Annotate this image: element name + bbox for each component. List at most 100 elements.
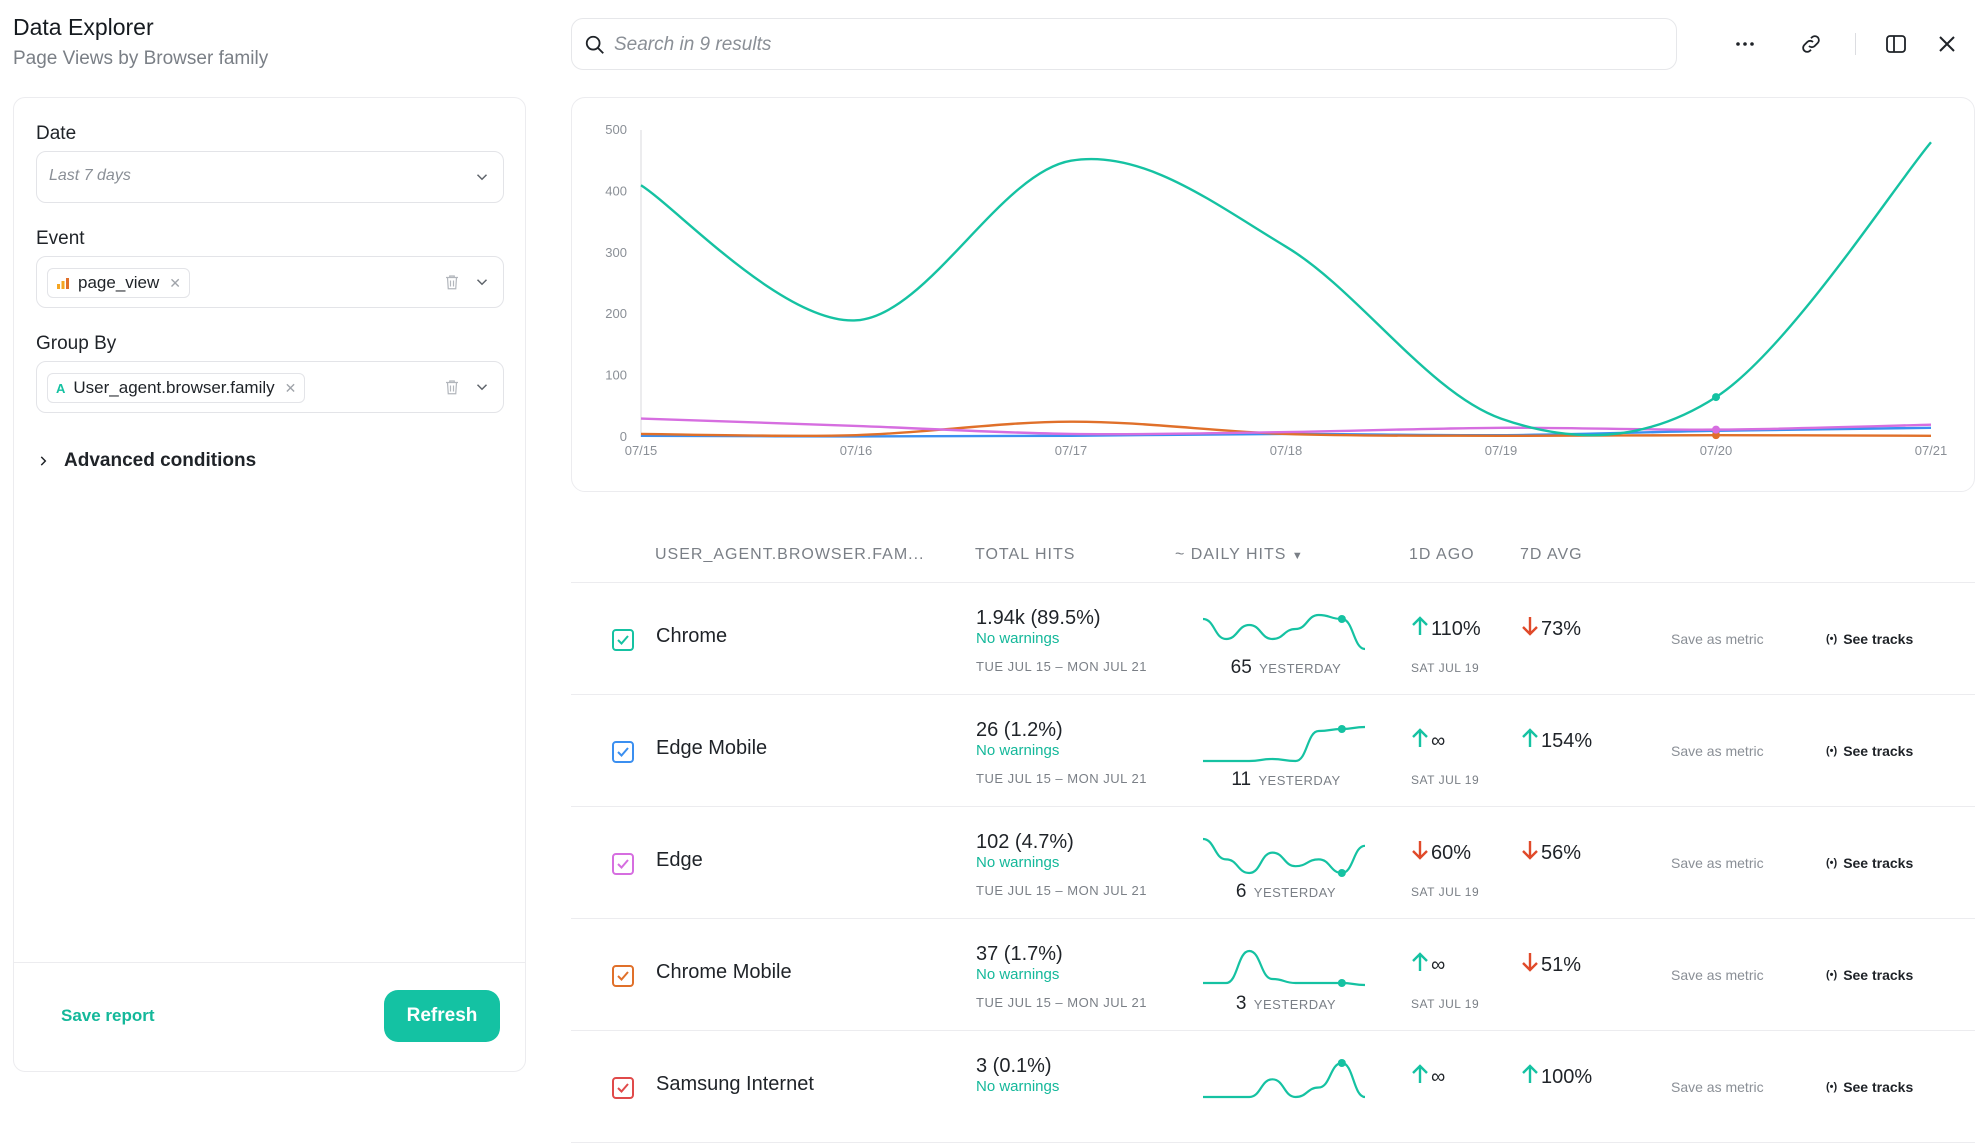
date-select[interactable]: Last 7 days — [36, 151, 504, 203]
table-row[interactable]: Edge 102 (4.7%) No warnings TUE JUL 15 – MO… — [571, 807, 1975, 919]
yesterday-label: YESTERDAY — [1253, 997, 1337, 1012]
refresh-button[interactable]: Refresh — [384, 990, 500, 1042]
search-input[interactable]: Search in 9 results — [571, 18, 1677, 70]
sparkline-path — [1203, 1061, 1366, 1099]
yesterday-hits: 65 YESTERDAY — [1191, 657, 1381, 679]
browser-name: Chrome Mobile — [656, 961, 792, 983]
remove-chip-icon[interactable]: ✕ — [284, 379, 297, 396]
compare-date: SAT JUL 19 — [1411, 997, 1480, 1011]
delta-7d-avg: 154% — [1521, 727, 1592, 755]
search-icon — [585, 35, 604, 54]
sparkline[interactable] — [1199, 831, 1369, 879]
browser-name: Chrome — [656, 625, 728, 647]
x-tick-label: 07/20 — [1700, 443, 1733, 458]
y-tick-label: 100 — [605, 368, 627, 383]
row-checkbox[interactable] — [612, 741, 634, 763]
date-range: TUE JUL 15 – MON JUL 21 — [976, 883, 1147, 898]
yesterday-value: 6 — [1235, 881, 1247, 902]
table-row[interactable]: Samsung Internet 3 (0.1%) No warnings ∞ 100… — [571, 1031, 1975, 1143]
tracks-icon: (•) — [1826, 633, 1838, 645]
save-as-metric-button[interactable]: Save as metric — [1671, 743, 1764, 759]
sparkline[interactable] — [1199, 943, 1369, 991]
yesterday-hits: 11 YESTERDAY — [1191, 769, 1381, 791]
see-tracks-button[interactable]: (•) See tracks — [1826, 855, 1913, 871]
data-point[interactable] — [1712, 425, 1720, 434]
delta-1d-value: 60% — [1431, 841, 1472, 864]
column-header-daily[interactable]: ~ DAILY HITS ▼ — [1175, 546, 1304, 564]
delta-7d-avg: 51% — [1521, 951, 1581, 979]
remove-chip-icon[interactable]: ✕ — [169, 274, 182, 291]
row-checkbox[interactable] — [612, 1077, 634, 1099]
x-tick-label: 07/19 — [1485, 443, 1518, 458]
see-tracks-button[interactable]: (•) See tracks — [1826, 967, 1913, 983]
row-checkbox[interactable] — [612, 629, 634, 651]
check-icon — [617, 1083, 629, 1093]
advanced-conditions-toggle[interactable]: Advanced conditions — [36, 450, 256, 472]
table-row[interactable]: Chrome Mobile 37 (1.7%) No warnings TUE JUL… — [571, 919, 1975, 1031]
event-select[interactable]: page_view ✕ — [36, 256, 504, 308]
event-chip[interactable]: page_view ✕ — [47, 268, 191, 298]
row-checkbox[interactable] — [612, 853, 634, 875]
sparkline[interactable] — [1199, 607, 1369, 655]
column-header-daily-label: ~ DAILY HITS — [1175, 546, 1287, 563]
delta-7d-value: 51% — [1541, 953, 1582, 976]
browser-name: Edge — [656, 849, 703, 871]
data-point[interactable] — [1712, 393, 1720, 402]
chevron-down-icon[interactable] — [473, 273, 491, 291]
delta-7d-value: 73% — [1541, 617, 1582, 640]
chart-card: 0 100 200 300 400 500 07/15 07/16 07/17 07/18 07/1… — [571, 97, 1975, 492]
yesterday-value: 11 — [1231, 769, 1252, 790]
delta-1d-value: ∞ — [1431, 1065, 1446, 1088]
see-tracks-button[interactable]: (•) See tracks — [1826, 631, 1913, 647]
group-by-select[interactable]: A User_agent.browser.family ✕ — [36, 361, 504, 413]
sparkline[interactable] — [1199, 719, 1369, 767]
trash-icon[interactable] — [443, 272, 461, 292]
sort-desc-icon: ▼ — [1291, 550, 1304, 562]
column-header-group[interactable]: USER_AGENT.BROWSER.FAM... — [655, 546, 925, 563]
compare-date: SAT JUL 19 — [1411, 885, 1480, 899]
yesterday-hits — [1191, 1105, 1381, 1127]
row-checkbox[interactable] — [612, 965, 634, 987]
column-header-total[interactable]: TOTAL HITS — [975, 546, 1076, 563]
x-tick-label: 07/15 — [625, 443, 658, 458]
yesterday-value: 65 — [1230, 657, 1252, 678]
table-row[interactable]: Edge Mobile 26 (1.2%) No warnings TUE JUL 1… — [571, 695, 1975, 807]
column-header-7d-avg[interactable]: 7D AVG — [1520, 546, 1583, 563]
see-tracks-button[interactable]: (•) See tracks — [1826, 743, 1913, 759]
close-icon[interactable] — [1935, 32, 1959, 56]
sparkline[interactable] — [1199, 1055, 1369, 1103]
delta-7d-avg: 100% — [1521, 1063, 1592, 1091]
see-tracks-label: See tracks — [1843, 967, 1914, 983]
compare-date: SAT JUL 19 — [1411, 661, 1480, 675]
total-hits: 1.94k (89.5%) — [976, 607, 1101, 629]
save-as-metric-button[interactable]: Save as metric — [1671, 1079, 1764, 1095]
date-range: TUE JUL 15 – MON JUL 21 — [976, 995, 1147, 1010]
data-point[interactable] — [1712, 431, 1720, 440]
table-row[interactable]: Chrome 1.94k (89.5%) No warnings TUE JUL 15… — [571, 583, 1975, 695]
date-label: Date — [36, 123, 77, 144]
series-line[interactable] — [640, 141, 1932, 437]
panel-icon[interactable] — [1884, 32, 1908, 56]
chevron-down-icon[interactable] — [473, 378, 491, 396]
line-chart[interactable]: 0 100 200 300 400 500 07/15 07/16 07/17 07/18 07/1… — [572, 98, 1976, 493]
warnings-status: No warnings — [976, 854, 1060, 871]
y-tick-label: 300 — [605, 245, 627, 260]
save-as-metric-button[interactable]: Save as metric — [1671, 967, 1764, 983]
arrow-up-icon — [1411, 1063, 1431, 1091]
save-as-metric-button[interactable]: Save as metric — [1671, 855, 1764, 871]
link-icon[interactable] — [1799, 32, 1823, 56]
warnings-status: No warnings — [976, 630, 1060, 647]
trash-icon[interactable] — [443, 377, 461, 397]
search-placeholder: Search in 9 results — [614, 34, 772, 55]
group-by-chip[interactable]: A User_agent.browser.family ✕ — [47, 373, 306, 403]
column-header-1d-ago[interactable]: 1D AGO — [1409, 546, 1475, 563]
check-icon — [617, 971, 629, 981]
check-icon — [617, 635, 629, 645]
more-icon[interactable] — [1733, 32, 1757, 56]
series-line[interactable] — [640, 417, 1932, 436]
sparkline-dot — [1337, 725, 1346, 733]
see-tracks-button[interactable]: (•) See tracks — [1826, 1079, 1913, 1095]
advanced-conditions-label: Advanced conditions — [64, 450, 257, 471]
save-as-metric-button[interactable]: Save as metric — [1671, 631, 1764, 647]
save-report-button[interactable]: Save report — [61, 1006, 155, 1025]
